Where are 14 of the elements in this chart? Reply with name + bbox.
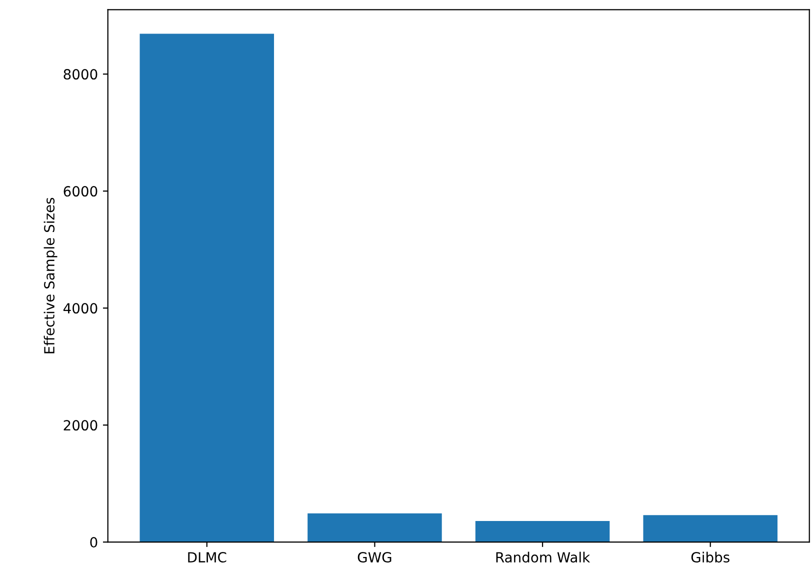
bar (140, 34, 274, 542)
y-axis-title: Effective Sample Sizes (44, 198, 58, 354)
y-tick-label: 0 (90, 537, 98, 548)
bar (643, 515, 778, 542)
x-tick-label: Gibbs (691, 552, 730, 563)
y-tick-label: 4000 (63, 303, 98, 314)
y-tick-label: 8000 (64, 69, 98, 80)
y-tick-label: 6000 (64, 186, 98, 197)
x-tick-label: DLMC (188, 552, 226, 563)
x-tick-label: GWG (358, 552, 392, 563)
bar (308, 513, 442, 542)
y-tick-label: 2000 (64, 420, 98, 431)
x-tick-label: Random Walk (496, 552, 590, 563)
bar (475, 521, 610, 542)
